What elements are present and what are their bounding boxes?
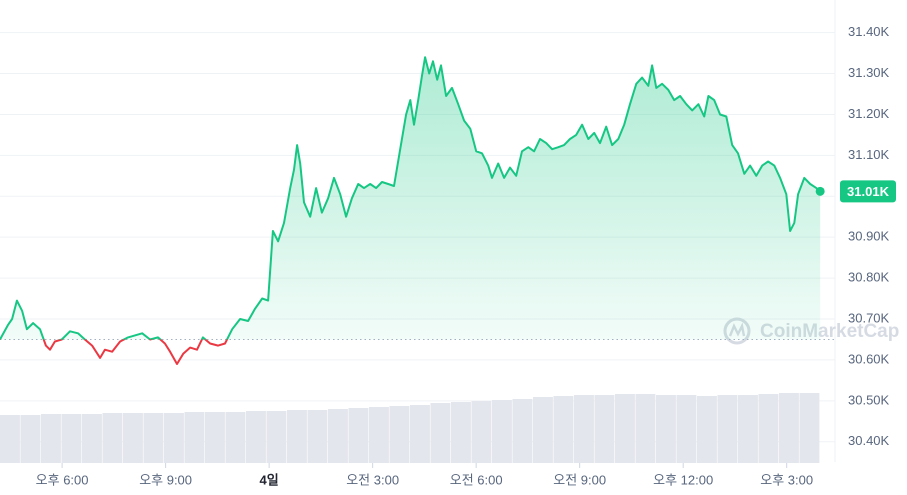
x-tick-label: 오후 6:00 bbox=[36, 472, 89, 487]
y-tick-label: 31.30K bbox=[848, 65, 890, 80]
volume-bar bbox=[328, 409, 348, 463]
y-tick-label: 30.70K bbox=[848, 310, 890, 325]
volume-bar bbox=[61, 414, 82, 463]
x-tick-label: 오후 12:00 bbox=[653, 472, 713, 487]
y-tick-label: 30.80K bbox=[848, 270, 890, 285]
volume-bar bbox=[102, 413, 123, 463]
volume-bar bbox=[348, 408, 369, 463]
volume-bar bbox=[697, 396, 717, 463]
volume-bar bbox=[451, 402, 471, 463]
volume-bar bbox=[266, 411, 287, 463]
y-tick-label: 30.60K bbox=[848, 351, 890, 366]
y-tick-label: 30.90K bbox=[848, 229, 890, 244]
volume-bar bbox=[246, 411, 266, 463]
volume-bar bbox=[471, 401, 492, 463]
volume-bar bbox=[0, 415, 20, 463]
x-tick-label: 오전 3:00 bbox=[346, 472, 399, 487]
volume-bar bbox=[410, 405, 430, 463]
volume-bar bbox=[512, 399, 533, 463]
volume-bar bbox=[594, 395, 615, 463]
volume-bar bbox=[779, 393, 799, 463]
volume-bar bbox=[656, 395, 676, 463]
price-line bbox=[0, 56, 821, 340]
volume-bar bbox=[143, 413, 164, 463]
volume-bar bbox=[225, 412, 246, 463]
volume-bar bbox=[82, 414, 102, 463]
volume-bar bbox=[389, 406, 410, 463]
volume-bar bbox=[164, 413, 184, 463]
volume-bar bbox=[717, 395, 738, 463]
y-tick-label: 30.50K bbox=[848, 392, 890, 407]
x-tick-label: 오전 6:00 bbox=[450, 472, 503, 487]
volume-bar bbox=[123, 413, 143, 463]
volume-bar bbox=[307, 410, 328, 463]
volume-bar bbox=[676, 395, 697, 463]
y-tick-label: 31.40K bbox=[848, 24, 890, 39]
x-tick-label: 오후 3:00 bbox=[760, 472, 813, 487]
volume-bar bbox=[758, 394, 779, 463]
current-label: 31.01K bbox=[847, 184, 890, 199]
volume-bar bbox=[369, 407, 389, 463]
area bbox=[0, 57, 821, 340]
volume-bar bbox=[20, 415, 41, 463]
volume-bar bbox=[205, 412, 225, 463]
volume-bar bbox=[799, 393, 820, 463]
current-badge bbox=[840, 180, 896, 203]
x-tick-label: 4일 bbox=[260, 472, 279, 487]
volume-bar bbox=[184, 412, 205, 463]
volume-bar bbox=[41, 414, 61, 463]
volume-bar bbox=[430, 403, 451, 463]
volume-bar bbox=[738, 395, 758, 463]
volume-bar bbox=[533, 397, 553, 463]
y-tick-label: 31.10K bbox=[848, 147, 890, 162]
x-tick-label: 오전 9:00 bbox=[553, 472, 606, 487]
y-tick-label: 30.40K bbox=[848, 433, 890, 448]
volume-bar bbox=[574, 395, 594, 463]
x-tick-label: 오후 9:00 bbox=[139, 472, 192, 487]
volume-bar bbox=[635, 394, 656, 463]
volume-bar bbox=[492, 400, 512, 463]
y-tick-label: 31.20K bbox=[848, 106, 890, 121]
current-dot bbox=[815, 186, 825, 196]
volume-bar bbox=[287, 410, 307, 463]
volume-bar bbox=[615, 394, 635, 463]
volume-bar bbox=[553, 396, 574, 463]
